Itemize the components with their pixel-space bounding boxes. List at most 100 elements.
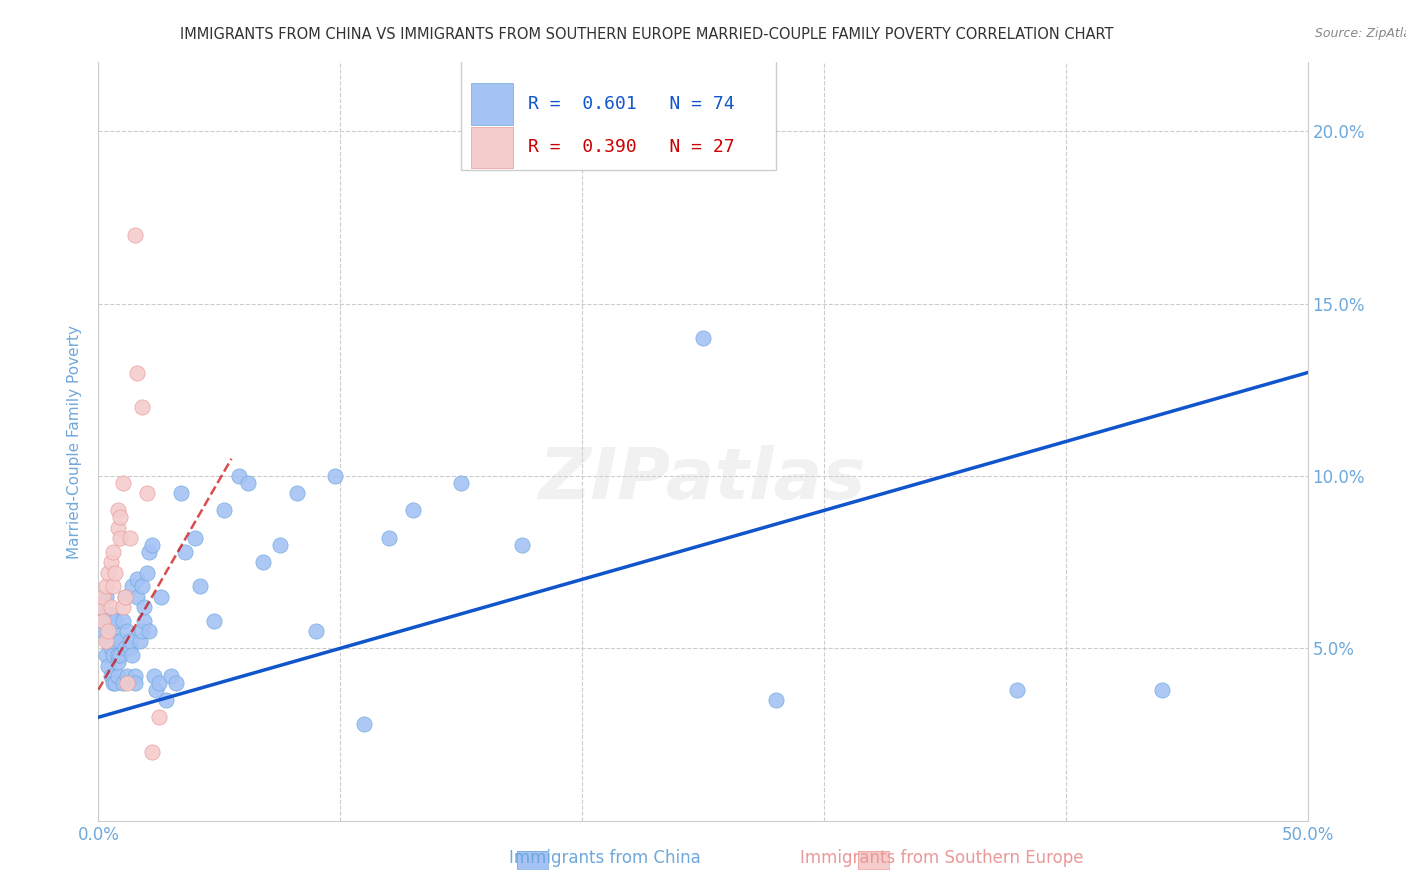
Point [97,566,120,580]
Point [90,599,112,614]
Point [104,566,127,580]
Point [97,634,120,648]
Point [108,634,131,648]
Point [91,590,114,604]
Point [127,590,149,604]
Point [94,648,117,663]
Point [121,648,143,663]
Point [107,655,129,669]
Point [169,486,191,500]
Point [252,555,274,569]
Point [450,475,472,490]
Point [128,634,150,648]
Point [402,503,425,517]
FancyBboxPatch shape [471,83,513,125]
Point [305,624,328,639]
Y-axis label: Married-Couple Family Poverty: Married-Couple Family Poverty [67,325,83,558]
Point [127,366,149,380]
Point [150,590,173,604]
Point [91,614,114,628]
Point [184,531,207,545]
Point [285,486,308,500]
Point [101,579,124,593]
Point [91,624,114,639]
Point [111,599,134,614]
Point [117,624,139,639]
Point [127,573,149,587]
Point [107,521,129,535]
Point [765,693,787,707]
Point [131,579,153,593]
Point [135,566,157,580]
Point [101,545,124,559]
Point [141,745,163,759]
Point [104,614,127,628]
Point [108,531,131,545]
Point [100,599,122,614]
Point [510,538,533,552]
Point [212,503,235,517]
Point [107,669,129,683]
Point [204,614,226,628]
Point [94,634,117,648]
Point [135,486,157,500]
Point [124,669,146,683]
Point [100,607,122,621]
Text: Source: ZipAtlas.com: Source: ZipAtlas.com [1315,27,1406,40]
Point [145,682,167,697]
Point [148,675,170,690]
Point [124,675,146,690]
Point [1152,682,1174,697]
Point [148,710,170,724]
Point [100,555,122,569]
Point [143,669,166,683]
Point [97,624,120,639]
Point [114,590,136,604]
Point [131,400,153,414]
Point [94,579,117,593]
Point [101,648,124,663]
Text: R =  0.601   N = 74: R = 0.601 N = 74 [527,95,734,113]
Point [97,658,120,673]
Point [141,538,163,552]
Text: Immigrants from China: Immigrants from China [509,849,700,867]
Point [269,538,291,552]
Point [692,331,714,345]
Point [91,614,114,628]
Point [117,675,139,690]
Point [100,669,122,683]
Point [134,599,156,614]
Point [94,590,117,604]
Point [104,675,127,690]
Point [104,634,127,648]
Point [134,614,156,628]
Point [377,531,399,545]
Point [124,227,146,242]
Point [118,634,141,648]
Point [118,641,141,656]
FancyBboxPatch shape [461,59,776,170]
FancyBboxPatch shape [471,127,513,169]
Point [165,675,187,690]
Point [174,545,197,559]
Text: ZIPatlas: ZIPatlas [540,445,866,514]
Point [111,475,134,490]
Point [90,599,112,614]
Point [100,641,122,656]
Point [138,545,160,559]
Point [101,675,124,690]
Point [111,614,134,628]
Point [121,579,143,593]
Point [101,624,124,639]
Point [228,469,250,483]
Point [108,648,131,663]
Point [138,624,160,639]
Point [353,717,375,731]
Point [117,669,139,683]
Point [325,469,347,483]
Point [97,607,120,621]
Point [155,693,177,707]
Point [114,590,136,604]
Point [160,669,183,683]
Point [238,475,260,490]
